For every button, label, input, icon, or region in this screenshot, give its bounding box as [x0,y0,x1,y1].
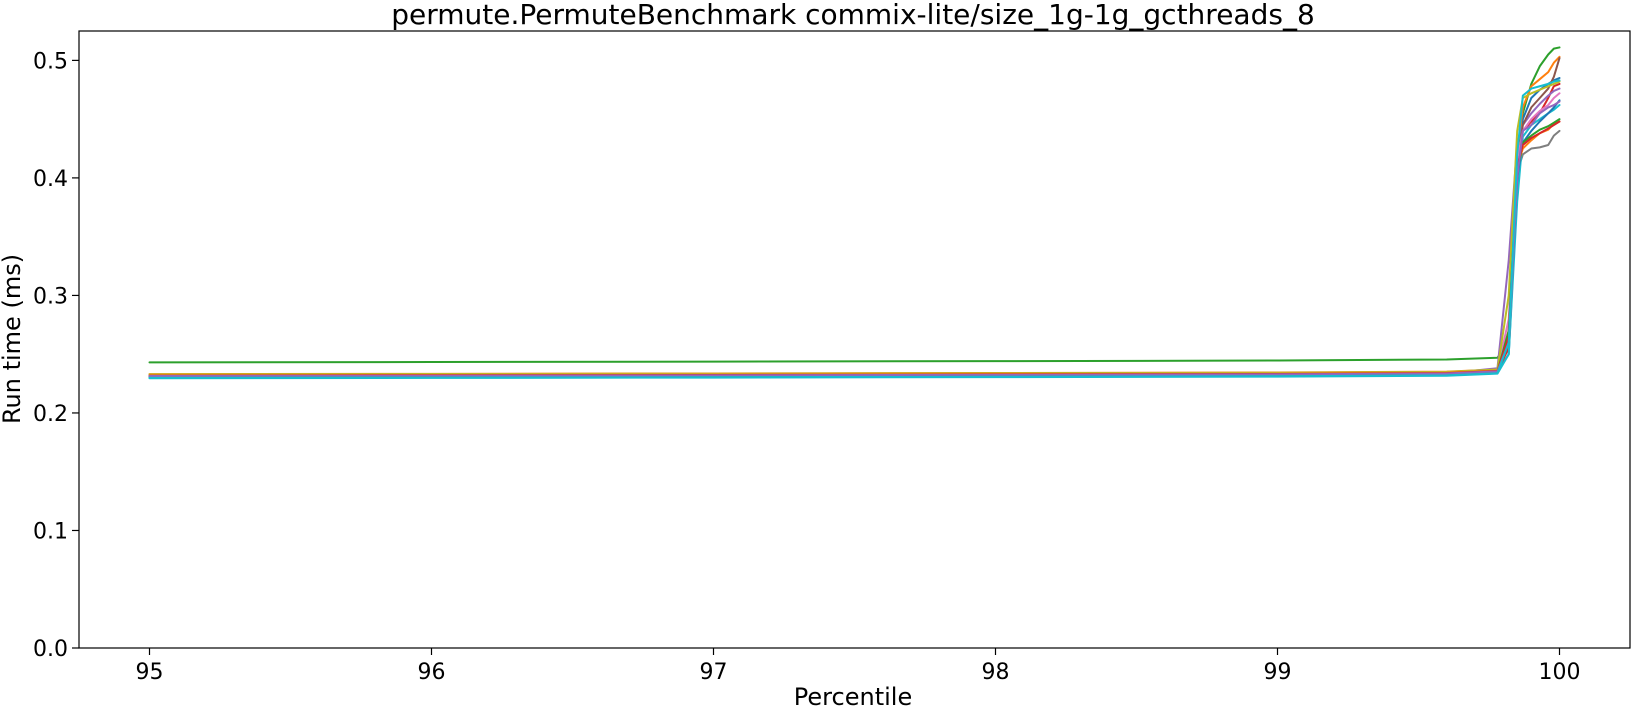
plot-lines [148,46,1561,380]
series-line-9 [148,80,1561,376]
y-tick-label: 0.3 [33,284,68,309]
series-line-10 [148,104,1561,380]
y-axis-label: Run time (ms) [0,254,26,424]
series-line-5 [148,87,1561,377]
series-line-1 [148,46,1561,364]
y-tick-label: 0.1 [33,519,68,544]
series-line-13 [148,118,1561,378]
series-line-11 [148,99,1561,379]
x-axis: 95 96 97 98 99 100 [136,648,1581,685]
series-line-2 [148,77,1561,378]
series-line-16 [148,79,1561,379]
x-tick-label: 96 [418,660,446,685]
x-tick-label: 98 [982,660,1010,685]
x-tick-label: 99 [1264,660,1292,685]
y-tick-label: 0.5 [33,49,68,74]
series-line-14 [148,120,1561,377]
y-axis: 0.0 0.1 0.2 0.3 0.4 0.5 [33,49,79,662]
series-line-6 [148,57,1561,376]
series-line-3 [148,55,1561,376]
series-line-12 [148,120,1561,377]
y-tick-label: 0.0 [33,637,68,662]
x-tick-label: 97 [700,660,728,685]
series-line-7 [148,92,1561,377]
x-axis-label: Percentile [794,683,912,710]
x-tick-label: 95 [136,660,164,685]
chart-title: permute.PermuteBenchmark commix-lite/siz… [391,0,1315,31]
x-tick-label: 100 [1539,660,1581,685]
series-line-8 [148,129,1561,377]
series-line-4 [148,82,1561,377]
plot-frame [78,30,1631,649]
y-tick-label: 0.2 [33,402,68,427]
series-line-15 [148,100,1561,378]
y-tick-label: 0.4 [33,167,68,192]
